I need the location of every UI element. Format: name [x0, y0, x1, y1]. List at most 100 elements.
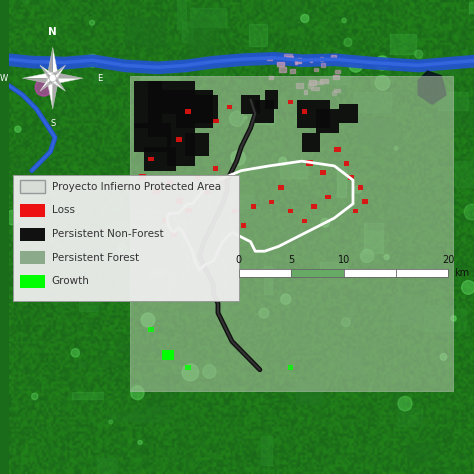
Bar [187, 302, 212, 310]
Circle shape [35, 79, 52, 96]
Bar [154, 271, 175, 300]
Circle shape [86, 55, 99, 67]
Bar [344, 161, 349, 166]
Bar [185, 133, 209, 156]
Bar [298, 89, 333, 100]
Bar [204, 190, 210, 194]
Bar [195, 175, 201, 180]
Bar [129, 76, 453, 391]
Bar [357, 185, 363, 190]
Bar [364, 223, 383, 253]
Bar [334, 147, 341, 152]
Circle shape [259, 308, 269, 318]
Text: Growth: Growth [52, 276, 90, 286]
Polygon shape [40, 65, 53, 81]
Bar [94, 73, 113, 83]
Circle shape [32, 393, 38, 400]
Bar [222, 195, 254, 208]
Bar [213, 118, 219, 123]
Bar [176, 90, 213, 128]
Bar [144, 147, 176, 171]
Bar [288, 209, 293, 213]
Polygon shape [53, 78, 83, 84]
Bar [310, 58, 312, 62]
Bar [177, 0, 186, 28]
Bar [185, 208, 192, 213]
Bar [200, 56, 221, 78]
Polygon shape [50, 65, 65, 78]
Circle shape [462, 281, 474, 294]
Bar [176, 198, 183, 204]
Bar [20, 180, 46, 193]
Bar [200, 295, 232, 314]
Circle shape [279, 157, 287, 165]
Bar [306, 160, 313, 166]
Text: 0: 0 [236, 255, 242, 265]
Bar [335, 70, 340, 73]
Bar [126, 17, 165, 46]
Bar [310, 368, 318, 383]
Bar [80, 299, 98, 311]
Circle shape [244, 116, 247, 119]
Polygon shape [46, 78, 53, 109]
Bar [424, 310, 466, 331]
Circle shape [231, 151, 246, 165]
Bar [316, 109, 339, 133]
Polygon shape [418, 71, 446, 104]
Bar [328, 60, 349, 84]
Text: Persistent Forest: Persistent Forest [52, 253, 139, 263]
Bar [23, 0, 28, 2]
Bar [134, 81, 162, 128]
Bar [296, 312, 302, 343]
Text: Proyecto Infierno Protected Area: Proyecto Infierno Protected Area [52, 182, 221, 191]
Bar [320, 170, 327, 175]
Bar [101, 200, 123, 211]
Circle shape [344, 38, 352, 46]
Bar [59, 297, 73, 307]
Bar [239, 269, 448, 277]
Bar [18, 257, 36, 271]
Bar [407, 443, 434, 459]
Circle shape [451, 316, 456, 321]
Bar [433, 64, 460, 74]
Bar [20, 204, 46, 217]
Circle shape [354, 186, 362, 193]
Bar [269, 200, 274, 204]
Polygon shape [53, 65, 65, 81]
Bar [308, 83, 313, 88]
Bar [239, 269, 448, 277]
Circle shape [5, 210, 19, 225]
Bar [242, 318, 255, 342]
Bar [14, 162, 48, 190]
Circle shape [361, 249, 374, 263]
Bar [162, 350, 174, 360]
Circle shape [342, 318, 350, 327]
Bar [260, 167, 291, 177]
Bar [162, 90, 190, 114]
Bar [162, 218, 168, 223]
Bar [288, 100, 293, 104]
Polygon shape [46, 47, 53, 78]
Bar [143, 142, 178, 151]
Bar [362, 199, 368, 204]
Circle shape [118, 243, 127, 252]
Bar [185, 365, 191, 370]
Bar [169, 250, 203, 282]
Polygon shape [40, 65, 55, 78]
Bar [279, 185, 284, 190]
Circle shape [321, 218, 329, 227]
Bar [20, 228, 46, 241]
Circle shape [131, 386, 144, 400]
Bar [134, 210, 160, 219]
Bar [284, 55, 292, 57]
Polygon shape [22, 78, 53, 84]
Polygon shape [53, 72, 83, 78]
Bar [109, 413, 138, 420]
Bar [277, 62, 284, 66]
Circle shape [138, 440, 142, 445]
Circle shape [342, 18, 346, 23]
Bar [255, 100, 274, 123]
Bar [182, 22, 191, 43]
Bar [116, 345, 156, 351]
Circle shape [178, 220, 188, 230]
